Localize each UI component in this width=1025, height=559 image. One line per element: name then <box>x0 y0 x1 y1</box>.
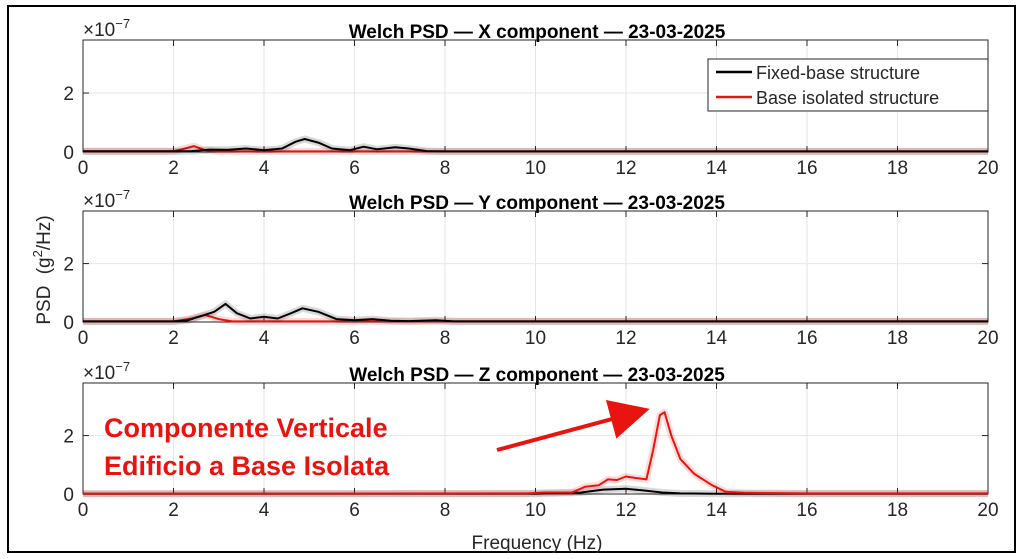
panel-1-xtick-label: 20 <box>977 328 998 349</box>
panel-2-ytick-label: 0 <box>63 485 74 506</box>
panel-2-xtick-label: 20 <box>977 500 998 521</box>
panel-1-title: Welch PSD — Y component — 23-03-2025 <box>349 193 725 214</box>
panel-1-xtick-label: 10 <box>525 328 546 349</box>
panel-1-ytick-label: 0 <box>63 313 74 334</box>
legend-label-fixed-base: Fixed-base structure <box>756 63 920 83</box>
panel-2-xtick-label: 16 <box>796 500 817 521</box>
panel-1-xtick-label: 8 <box>440 328 451 349</box>
panel-0-xtick-label: 0 <box>78 158 89 179</box>
y-axis-label-unit-close: /Hz) <box>34 215 55 250</box>
panel-1-xtick-label: 2 <box>168 328 179 349</box>
panel-0-xtick-label: 2 <box>168 158 179 179</box>
panel-2-xtick-label: 10 <box>525 500 546 521</box>
panel-0-xtick-label: 14 <box>706 158 728 179</box>
panel-2-xtick-label: 12 <box>615 500 636 521</box>
panel-2-xtick-label: 8 <box>440 500 451 521</box>
panel-1-xtick-label: 6 <box>349 328 360 349</box>
legend-label-base-isolated: Base isolated structure <box>756 88 939 108</box>
panel-0-ytick-label: 2 <box>63 84 74 105</box>
x-axis-label: Frequency (Hz) <box>472 533 603 554</box>
panel-0-xtick-label: 16 <box>796 158 817 179</box>
panel-0-xtick-label: 18 <box>887 158 908 179</box>
panel-2-xtick-label: 6 <box>349 500 360 521</box>
panel-0-xtick-label: 20 <box>977 158 998 179</box>
panel-1-xtick-label: 4 <box>259 328 270 349</box>
panel-2-title: Welch PSD — Z component — 23-03-2025 <box>349 365 725 386</box>
panel-1-series-fixed-base-line <box>83 302 988 323</box>
legend: Fixed-base structure Base isolated struc… <box>707 58 989 112</box>
panel-2-xtick-label: 2 <box>168 500 179 521</box>
panel-0-ytick-label: 0 <box>63 143 74 164</box>
panel-0-xtick-label: 12 <box>615 158 636 179</box>
panel-1-xtick-label: 12 <box>615 328 636 349</box>
panel-1-xtick-label: 16 <box>796 328 817 349</box>
panel-0-xtick-label: 6 <box>349 158 360 179</box>
panel-2-xtick-label: 18 <box>887 500 908 521</box>
annotation-line-2: Edificio a Base Isolata <box>104 451 390 481</box>
panel-0-xtick-label: 4 <box>259 158 270 179</box>
panel-1-xtick-label: 18 <box>887 328 908 349</box>
annotation-line-1: Componente Verticale <box>104 413 388 443</box>
panel-2-exponent: ×10−7 <box>83 359 130 384</box>
y-axis-label-main: PSD <box>34 286 55 325</box>
panel-2-xtick-label: 4 <box>259 500 270 521</box>
annotation: Componente Verticale Edificio a Base Iso… <box>104 399 650 481</box>
panel-1-ytick-label: 2 <box>63 255 74 276</box>
annotation-arrow <box>496 399 650 452</box>
panel-1: 0 2 4 6 8 10 12 14 16 18 20 0 2 ×10−7 Welch PSD — Y co… <box>63 187 998 349</box>
y-axis-label-unit-open: (g <box>34 257 55 274</box>
panel-0-xtick-label: 10 <box>525 158 546 179</box>
y-axis-label-unit-sup: 2 <box>30 250 45 257</box>
panel-2-series-base-isolated-line <box>82 411 988 495</box>
panel-1-xtick-label: 14 <box>706 328 728 349</box>
legend-box <box>707 58 989 112</box>
panel-2-ytick-label: 2 <box>63 427 74 448</box>
panel-0-xtick-label: 8 <box>440 158 451 179</box>
panel-1-exponent: ×10−7 <box>83 187 130 212</box>
panel-0-exponent: ×10−7 <box>83 16 130 41</box>
panel-1-xtick-label: 0 <box>78 328 89 349</box>
panel-0-series-fixed-base-line <box>83 138 988 153</box>
panel-0-title: Welch PSD — X component — 23-03-2025 <box>349 22 726 43</box>
panel-2-xtick-label: 0 <box>78 500 89 521</box>
panel-2-xtick-label: 14 <box>706 500 728 521</box>
y-axis-label: PSD (g2/Hz) <box>30 215 55 324</box>
